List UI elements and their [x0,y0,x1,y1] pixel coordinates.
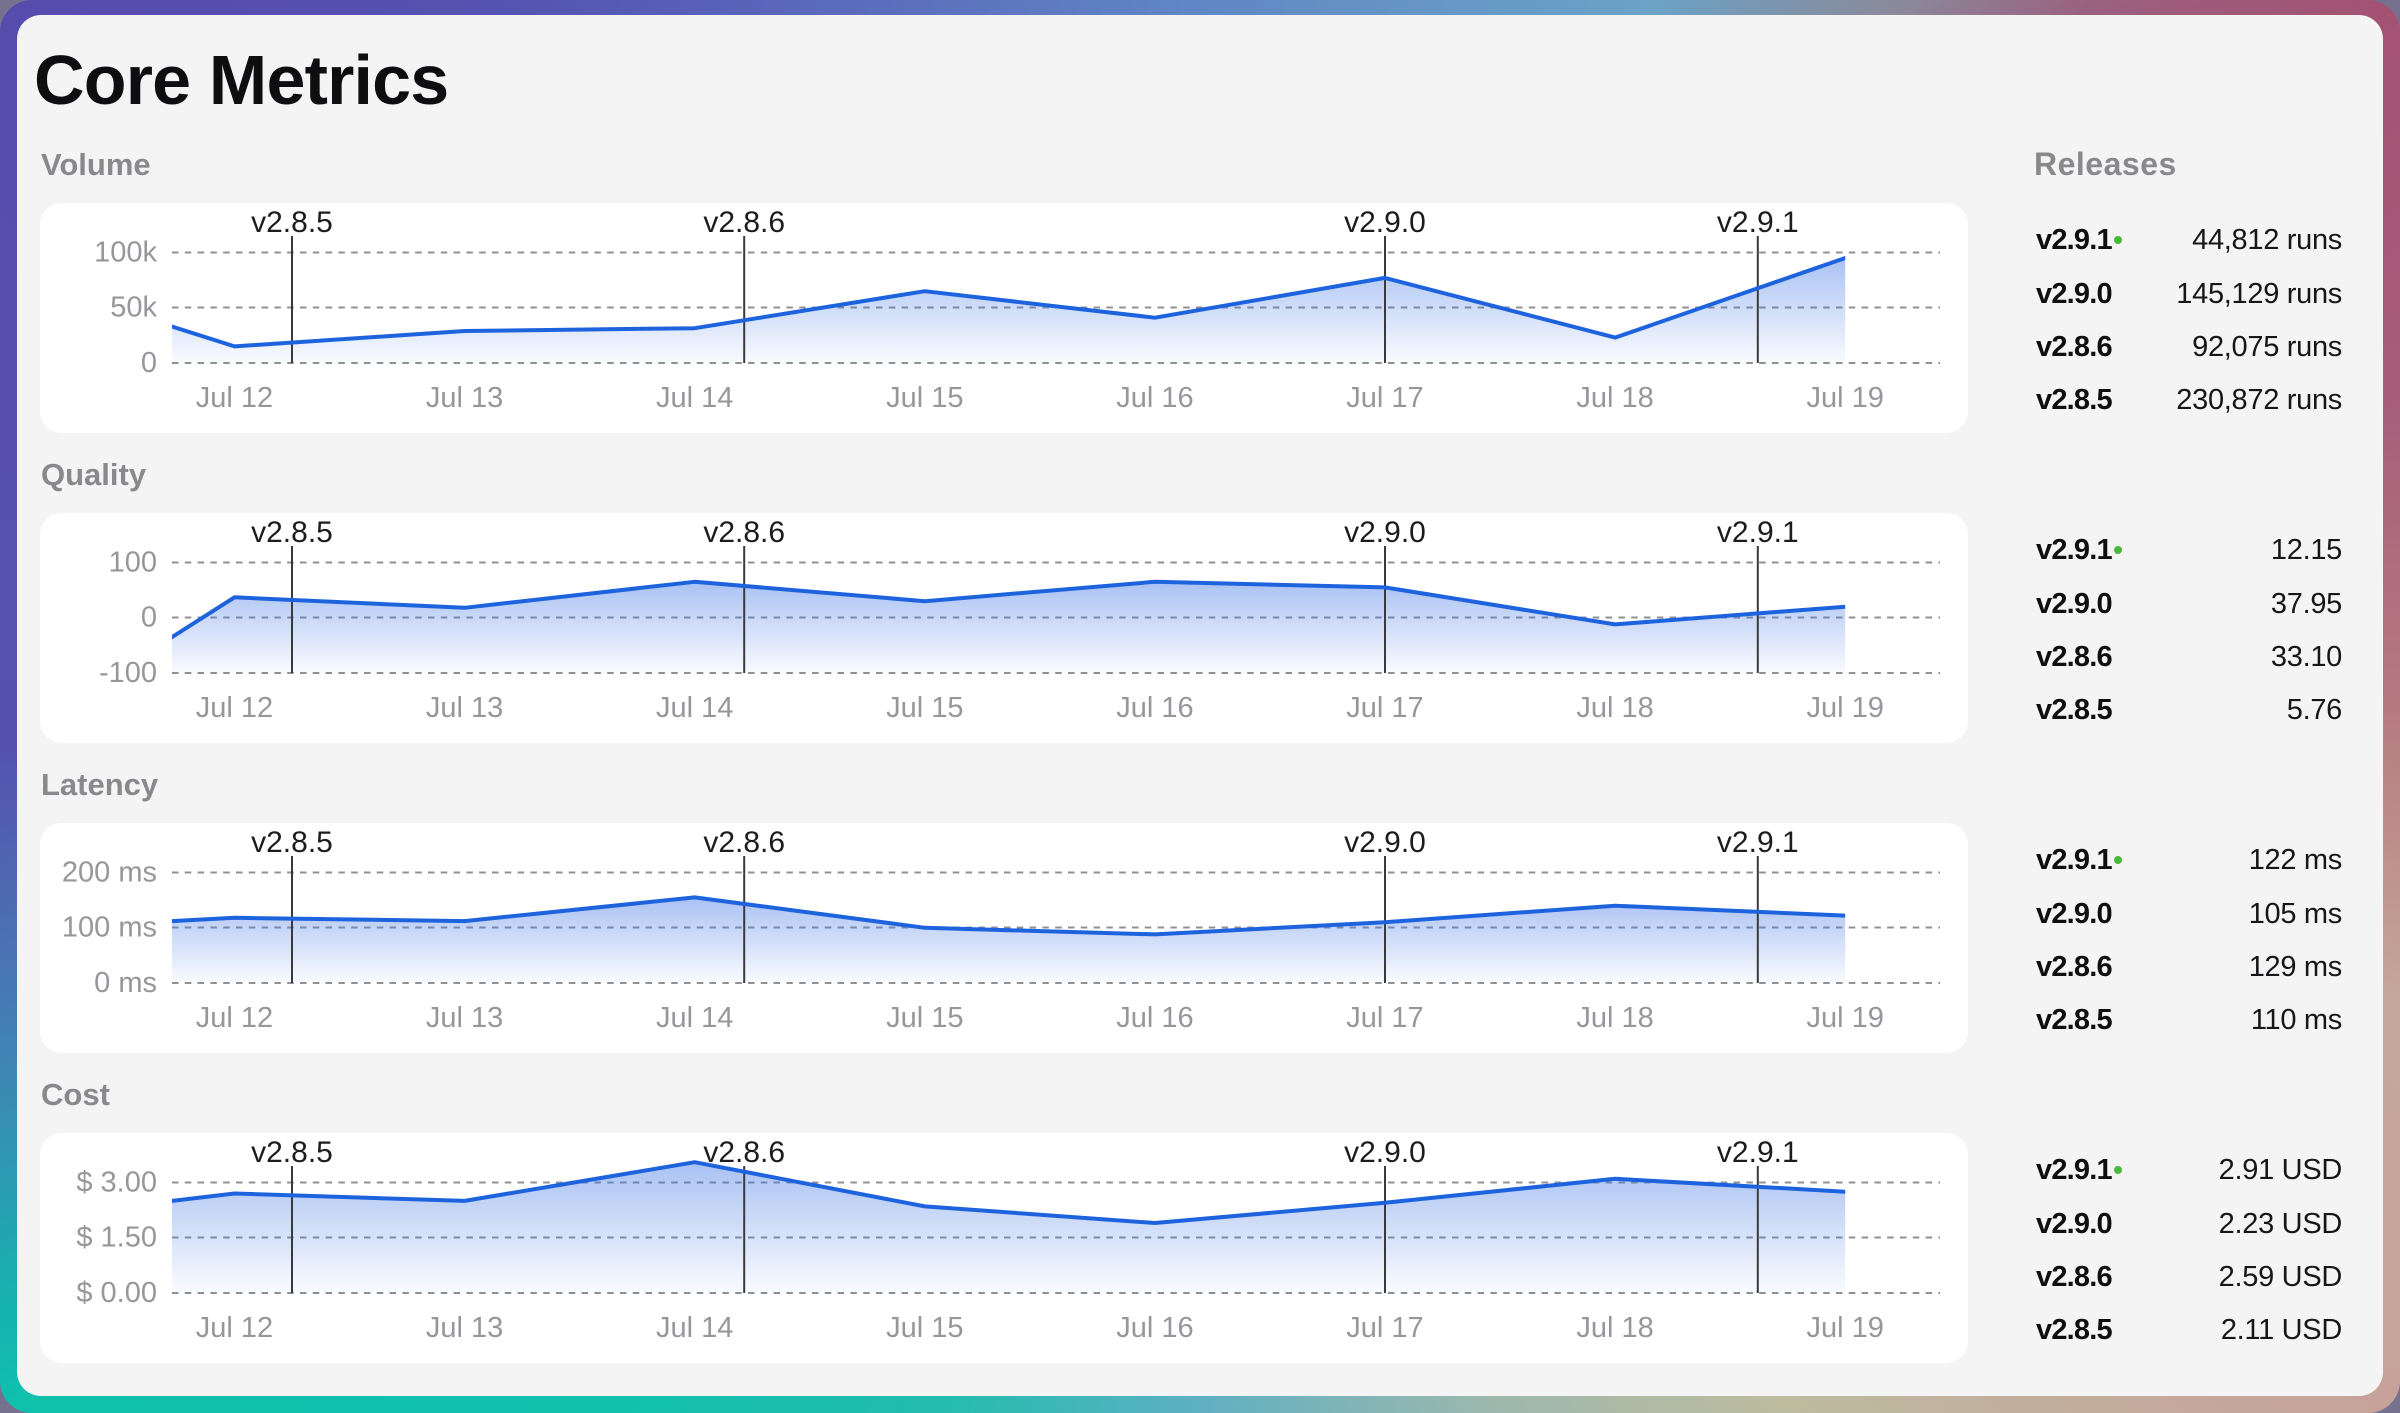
svg-text:0 ms: 0 ms [94,967,157,999]
svg-text:v2.8.5: v2.8.5 [251,516,333,549]
svg-text:Jul 15: Jul 15 [886,1312,963,1344]
svg-text:Jul 14: Jul 14 [656,692,733,724]
svg-text:Jul 13: Jul 13 [426,1312,503,1344]
svg-text:Jul 12: Jul 12 [196,1002,273,1034]
svg-text:$ 1.50: $ 1.50 [76,1222,157,1254]
svg-text:200 ms: 200 ms [62,857,157,889]
svg-text:v2.8.6: v2.8.6 [703,1136,785,1169]
svg-text:Jul 18: Jul 18 [1576,1312,1653,1344]
svg-text:Jul 17: Jul 17 [1346,1312,1423,1344]
svg-text:0: 0 [141,347,157,379]
svg-text:Jul 16: Jul 16 [1116,382,1193,414]
svg-text:v2.8.6: v2.8.6 [703,206,785,239]
svg-text:50k: 50k [110,292,157,324]
svg-text:v2.9.0: v2.9.0 [1344,206,1426,239]
svg-text:v2.9.0: v2.9.0 [1344,826,1426,859]
svg-text:v2.8.5: v2.8.5 [251,1136,333,1169]
svg-text:Jul 15: Jul 15 [886,692,963,724]
svg-text:Jul 12: Jul 12 [196,692,273,724]
svg-text:Jul 15: Jul 15 [886,382,963,414]
svg-text:Jul 14: Jul 14 [656,1312,733,1344]
svg-text:v2.9.0: v2.9.0 [1344,1136,1426,1169]
svg-text:Jul 16: Jul 16 [1116,1002,1193,1034]
svg-text:Jul 12: Jul 12 [196,1312,273,1344]
svg-text:100: 100 [109,547,157,579]
svg-text:v2.8.6: v2.8.6 [703,826,785,859]
svg-text:Jul 12: Jul 12 [196,382,273,414]
svg-text:Jul 18: Jul 18 [1576,692,1653,724]
svg-text:Jul 16: Jul 16 [1116,1312,1193,1344]
svg-text:$ 3.00: $ 3.00 [76,1167,157,1199]
svg-text:Jul 13: Jul 13 [426,382,503,414]
svg-text:100k: 100k [94,237,157,269]
svg-text:Jul 15: Jul 15 [886,1002,963,1034]
svg-text:Jul 17: Jul 17 [1346,692,1423,724]
svg-text:Jul 19: Jul 19 [1807,1002,1884,1034]
svg-text:Jul 17: Jul 17 [1346,382,1423,414]
svg-text:Jul 17: Jul 17 [1346,1002,1423,1034]
svg-text:Jul 16: Jul 16 [1116,692,1193,724]
svg-text:Jul 14: Jul 14 [656,382,733,414]
svg-text:Jul 19: Jul 19 [1807,1312,1884,1344]
svg-text:v2.9.1: v2.9.1 [1717,826,1799,859]
svg-text:Jul 18: Jul 18 [1576,1002,1653,1034]
svg-text:Jul 18: Jul 18 [1576,382,1653,414]
svg-text:-100: -100 [99,657,157,689]
svg-text:v2.8.6: v2.8.6 [703,516,785,549]
svg-text:$ 0.00: $ 0.00 [76,1277,157,1309]
svg-text:v2.9.0: v2.9.0 [1344,516,1426,549]
svg-text:Jul 13: Jul 13 [426,692,503,724]
svg-text:Jul 19: Jul 19 [1807,382,1884,414]
svg-text:v2.9.1: v2.9.1 [1717,516,1799,549]
svg-text:v2.8.5: v2.8.5 [251,826,333,859]
svg-text:Jul 19: Jul 19 [1807,692,1884,724]
svg-text:v2.9.1: v2.9.1 [1717,206,1799,239]
svg-text:100 ms: 100 ms [62,912,157,944]
svg-text:v2.9.1: v2.9.1 [1717,1136,1799,1169]
svg-text:v2.8.5: v2.8.5 [251,206,333,239]
svg-text:Jul 13: Jul 13 [426,1002,503,1034]
svg-text:Jul 14: Jul 14 [656,1002,733,1034]
svg-text:0: 0 [141,602,157,634]
